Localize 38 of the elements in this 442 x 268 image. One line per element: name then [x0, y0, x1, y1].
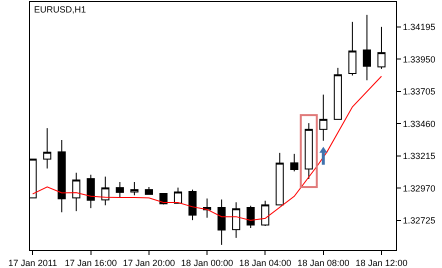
candlestick: [43, 128, 52, 170]
candlestick: [334, 67, 342, 120]
candlestick: [276, 152, 284, 206]
y-tick-label: 1.32970: [402, 183, 436, 194]
candlestick: [116, 181, 124, 198]
candlestick: [144, 186, 153, 196]
x-tick-label: 17 Jan 16:00: [64, 258, 117, 268]
x-tick-label: 17 Jan 2011: [8, 258, 58, 268]
candlestick: [174, 187, 182, 204]
y-tick-label: 1.33705: [402, 86, 436, 97]
candlestick: [218, 198, 226, 246]
y-tick-label: 1.33460: [402, 118, 436, 129]
candlestick: [290, 153, 298, 172]
candlestick: [377, 26, 386, 70]
candlestick: [348, 21, 356, 76]
x-tick-label: 18 Jan 12:00: [355, 258, 408, 268]
x-tick-label: 18 Jan 00:00: [181, 258, 234, 268]
y-tick-label: 1.33950: [402, 54, 436, 64]
candlestick: [58, 139, 66, 213]
candlestick: [261, 200, 270, 227]
y-tick-label: 1.34195: [402, 22, 436, 32]
candlestick: [188, 189, 197, 221]
y-tick-label: 1.32725: [402, 216, 436, 226]
candlestick: [232, 202, 240, 238]
x-tick-label: 18 Jan 08:00: [297, 258, 350, 268]
line-series: [32, 76, 382, 221]
candlestick: [246, 205, 255, 229]
candlestick: [362, 14, 371, 81]
candlestick: [86, 174, 95, 209]
chart-title: EURUSD,H1: [34, 4, 86, 14]
candlestick: [72, 172, 80, 212]
y-tick-label: 1.33215: [402, 151, 436, 162]
candlestick: [319, 94, 328, 142]
candlestick: [304, 122, 313, 180]
candlestick: [130, 181, 138, 196]
x-tick-label: 18 Jan 04:00: [239, 258, 292, 268]
candlestick: [101, 176, 110, 206]
x-tick-label: 17 Jan 20:00: [122, 258, 175, 268]
